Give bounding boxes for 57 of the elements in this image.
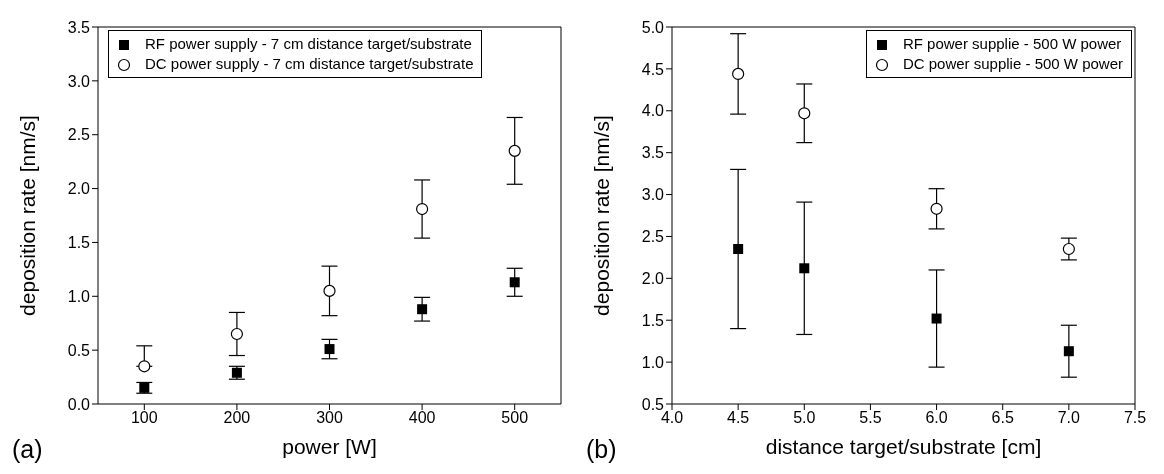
y-tick-label: 3.5 (67, 18, 91, 36)
x-tick-label: 7.5 (1123, 409, 1147, 427)
y-tick-label: 1.5 (67, 234, 91, 252)
point (231, 367, 242, 378)
point (324, 344, 335, 355)
x-tick-label: 6.5 (991, 409, 1014, 427)
y-tick-label: 2.0 (641, 270, 665, 288)
x-tick-label: 7.0 (1057, 409, 1081, 427)
x-tick-label: 4.5 (727, 409, 750, 427)
y-tick-label: 1.5 (641, 311, 665, 329)
y-tick-label: 4.0 (641, 102, 665, 120)
y-tick-label: 3.0 (641, 186, 665, 204)
x-tick-label: 300 (316, 409, 343, 427)
text: (b) (586, 435, 617, 464)
x-tick-label: 500 (501, 409, 529, 427)
x-tick-label: 100 (130, 409, 158, 427)
point (733, 244, 744, 255)
point (138, 360, 151, 373)
x-tick-label: 200 (223, 409, 251, 427)
y-tick-label: 0.5 (67, 341, 91, 359)
point (416, 202, 429, 216)
x-tick-label: 5.5 (859, 409, 882, 427)
legend-label: DC power supplie - 500 W power (902, 55, 1123, 72)
point (732, 67, 745, 81)
point (323, 284, 336, 297)
point (798, 107, 811, 120)
x-axis-title: distance target/substrate [cm] (765, 435, 1042, 458)
point (508, 144, 521, 157)
text: (a) (12, 435, 43, 464)
x-tick-label: 5.0 (793, 409, 816, 427)
legend-label: RF power supplie - 500 W power (902, 35, 1122, 52)
y-tick-label: 1.0 (641, 353, 665, 371)
point (139, 382, 150, 393)
point (1063, 346, 1074, 357)
y-tick-label: 2.5 (641, 228, 665, 246)
x-tick-label: 6.0 (925, 409, 948, 427)
point (417, 304, 428, 315)
point (931, 313, 942, 324)
y-tick-label: 5.0 (641, 18, 665, 36)
legend-label: DC power supply - 7 cm distance target/substrate (145, 55, 474, 72)
y-tick-label: 3.5 (641, 144, 665, 162)
y-tick-label: 3.0 (67, 72, 91, 90)
y-tick-label: 2.0 (67, 180, 91, 198)
x-tick-label: 400 (408, 409, 436, 427)
y-tick-label: 1.0 (67, 287, 91, 305)
y-tick-label: 2.5 (67, 126, 91, 144)
legend-label: RF power supply - 7 cm distance target/substrate (145, 35, 472, 52)
y-tick-label: 0.0 (67, 395, 91, 413)
y-axis-title: deposition rate [nm/s] (590, 115, 614, 316)
x-axis-title: power [W] (282, 435, 377, 458)
point (230, 327, 243, 341)
point (799, 263, 810, 274)
point (1062, 242, 1075, 256)
point (509, 277, 520, 288)
point (930, 202, 943, 215)
y-tick-label: 4.5 (641, 60, 665, 78)
y-axis-title: deposition rate [nm/s] (16, 115, 40, 316)
